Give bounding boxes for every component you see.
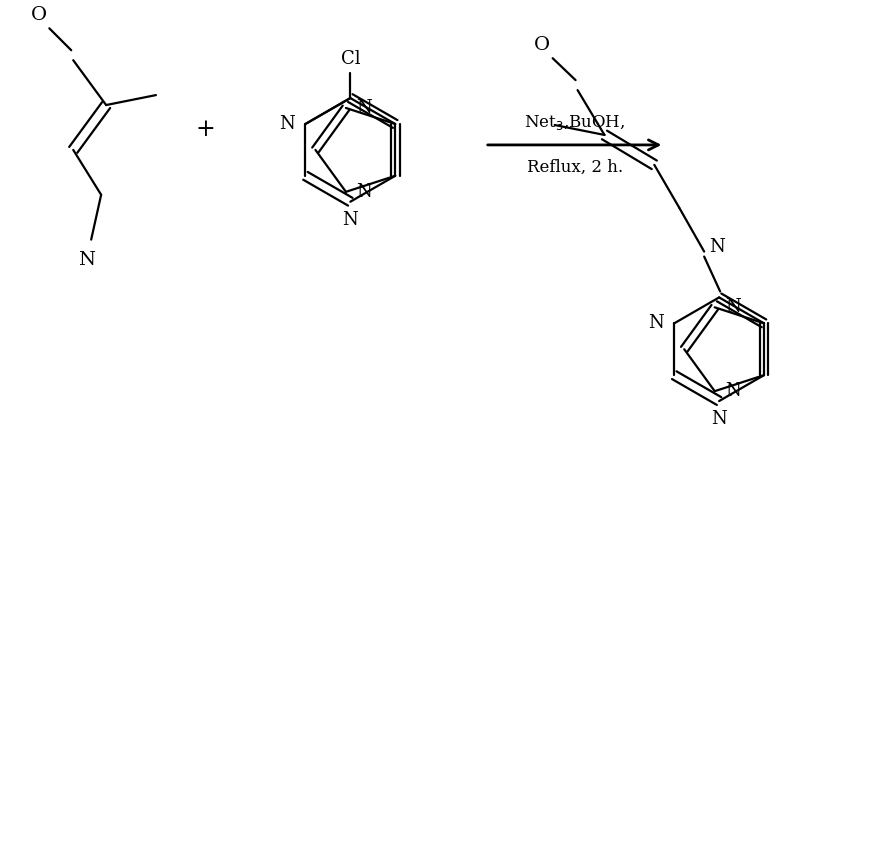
Text: N: N (342, 211, 358, 228)
Text: N: N (356, 99, 372, 117)
Text: N: N (78, 250, 95, 268)
Text: N: N (649, 314, 664, 332)
Text: N: N (356, 183, 372, 201)
Text: N: N (711, 410, 727, 428)
Text: Reflux, 2 h.: Reflux, 2 h. (527, 159, 623, 176)
Text: O: O (534, 37, 550, 54)
Text: Net$_3$,BuOH,: Net$_3$,BuOH, (524, 114, 625, 132)
Text: +: + (196, 119, 216, 142)
Text: O: O (31, 6, 47, 25)
Text: N: N (710, 238, 725, 256)
Text: N: N (280, 115, 296, 133)
Text: N: N (725, 382, 740, 400)
Text: Cl: Cl (340, 50, 360, 68)
Text: N: N (725, 298, 740, 317)
